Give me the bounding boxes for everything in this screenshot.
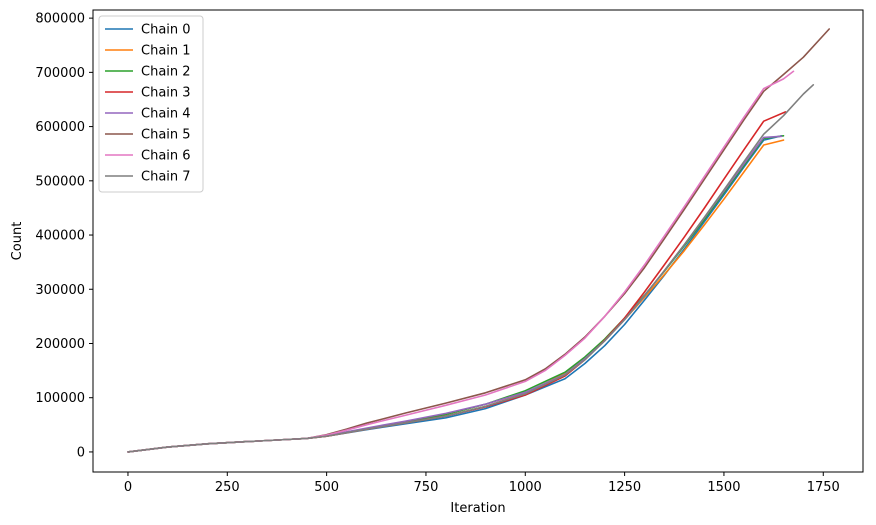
y-tick-label: 600000 <box>35 120 85 135</box>
series-line-chain-0 <box>127 135 783 453</box>
y-tick-label: 400000 <box>35 229 85 244</box>
y-axis-label: Count <box>10 222 25 261</box>
series-lines <box>127 28 831 453</box>
legend-label-chain-5: Chain 5 <box>141 128 191 143</box>
series-line-chain-4 <box>127 135 783 453</box>
series-line-chain-1 <box>127 139 785 453</box>
y-tick-label: 300000 <box>35 283 85 298</box>
y-axis: 0 100000 200000 300000 400000 500000 600000 700… <box>35 12 93 460</box>
y-tick-label: 200000 <box>35 337 85 352</box>
legend-label-chain-7: Chain 7 <box>141 170 191 185</box>
legend-label-chain-4: Chain 4 <box>141 107 191 122</box>
y-tick-label: 100000 <box>35 391 85 406</box>
series-line-chain-2 <box>127 135 785 453</box>
legend-label-chain-6: Chain 6 <box>141 149 191 164</box>
series-line-chain-6 <box>127 70 795 453</box>
y-tick-label: 700000 <box>35 66 85 81</box>
legend-label-chain-0: Chain 0 <box>141 23 191 38</box>
x-axis-label: Iteration <box>450 501 505 516</box>
x-tick-label: 500 <box>314 480 339 495</box>
legend-label-chain-2: Chain 2 <box>141 65 191 80</box>
legend-label-chain-1: Chain 1 <box>141 44 191 59</box>
x-tick-label: 1000 <box>509 480 542 495</box>
x-tick-label: 1250 <box>608 480 641 495</box>
y-tick-label: 500000 <box>35 174 85 189</box>
x-axis: 0 250 500 750 1000 1250 1500 1750 <box>124 472 840 495</box>
x-tick-label: 0 <box>124 480 132 495</box>
legend-box <box>98 15 204 193</box>
series-line-chain-5 <box>127 28 831 453</box>
y-tick-label: 800000 <box>35 12 85 27</box>
x-tick-label: 250 <box>215 480 240 495</box>
x-tick-label: 1750 <box>807 480 840 495</box>
x-tick-label: 1500 <box>707 480 740 495</box>
legend: Chain 0 Chain 1 Chain 2 Chain 3 Chain 4 Chain… <box>98 15 204 193</box>
y-tick-label: 0 <box>77 445 85 460</box>
legend-label-chain-3: Chain 3 <box>141 86 191 101</box>
series-line-chain-7 <box>127 84 815 453</box>
plot-frame <box>92 9 864 473</box>
x-tick-label: 750 <box>414 480 439 495</box>
